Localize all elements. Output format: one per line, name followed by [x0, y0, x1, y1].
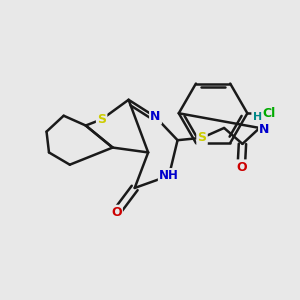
- Text: Cl: Cl: [263, 107, 276, 120]
- Text: O: O: [236, 160, 247, 174]
- Text: S: S: [97, 113, 106, 126]
- Text: S: S: [197, 131, 206, 144]
- Text: O: O: [111, 206, 122, 219]
- Text: N: N: [150, 110, 161, 123]
- Text: N: N: [259, 123, 270, 136]
- Text: H: H: [253, 112, 262, 122]
- Text: NH: NH: [159, 169, 179, 182]
